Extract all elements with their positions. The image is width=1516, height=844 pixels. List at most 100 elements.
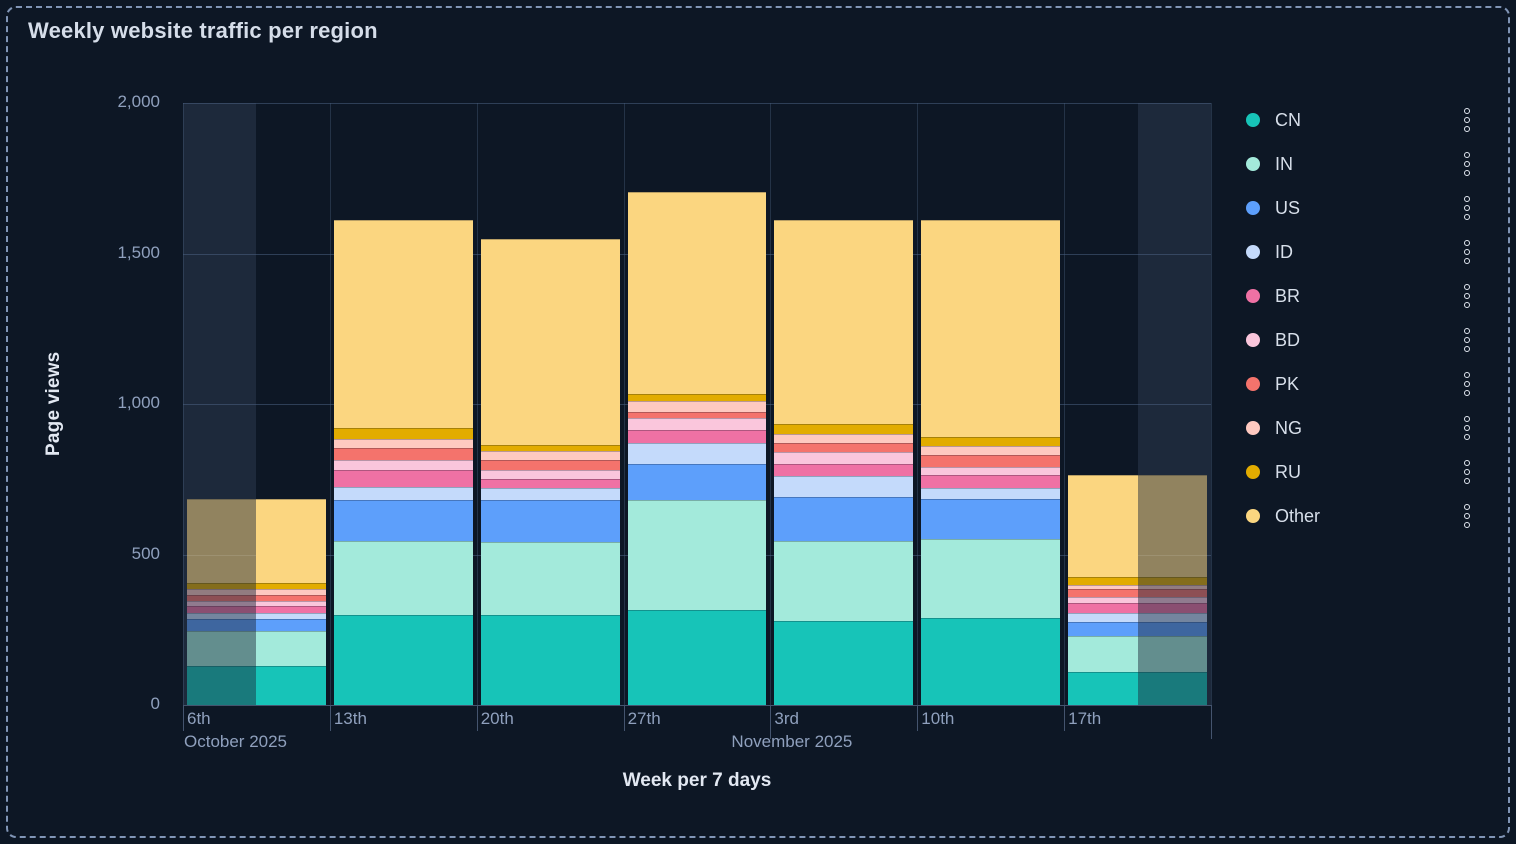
bar-segment-RU-13th[interactable] — [333, 428, 473, 439]
bar-segment-IN-6th[interactable] — [256, 631, 326, 666]
legend-item-IN[interactable]: IN — [1238, 150, 1482, 178]
bar-segment-ID-27th[interactable] — [627, 443, 767, 465]
bar-segment-IN-20th[interactable] — [480, 542, 620, 615]
bar-segment-BD-6th[interactable] — [256, 601, 326, 606]
legend-item-PK[interactable]: PK — [1238, 370, 1482, 398]
bar-segment-PK-17th[interactable] — [1068, 589, 1138, 597]
bar-segment-PK-6th[interactable] — [187, 595, 257, 602]
legend-item-BD[interactable]: BD — [1238, 326, 1482, 354]
bar-segment-US-13th[interactable] — [333, 500, 473, 541]
bar-segment-US-6th[interactable] — [256, 619, 326, 632]
bar-segment-US-27th[interactable] — [627, 464, 767, 501]
bar-segment-BD-6th[interactable] — [187, 601, 257, 606]
bar-column-13th[interactable] — [333, 220, 473, 705]
bar-segment-RU-10th[interactable] — [921, 437, 1061, 447]
bar-segment-NG-6th[interactable] — [187, 589, 257, 596]
bar-segment-CN-13th[interactable] — [333, 614, 473, 705]
bar-segment-BR-6th[interactable] — [187, 605, 257, 614]
bar-segment-NG-6th[interactable] — [256, 589, 326, 596]
bar-segment-RU-3rd[interactable] — [774, 423, 914, 435]
bar-segment-IN-17th[interactable] — [1068, 635, 1138, 672]
bar-segment-RU-20th[interactable] — [480, 444, 620, 451]
bar-segment-US-17th[interactable] — [1068, 622, 1138, 636]
legend-item-US[interactable]: US — [1238, 194, 1482, 222]
legend-options-icon[interactable] — [1458, 195, 1476, 221]
bar-segment-BR-6th[interactable] — [256, 605, 326, 614]
bar-segment-BD-3rd[interactable] — [774, 452, 914, 465]
bar-segment-PK-17th[interactable] — [1137, 589, 1207, 597]
legend-options-icon[interactable] — [1458, 239, 1476, 265]
legend-item-CN[interactable]: CN — [1238, 106, 1482, 134]
bar-segment-BD-17th[interactable] — [1137, 596, 1207, 603]
bar-segment-NG-10th[interactable] — [921, 446, 1061, 456]
bar-segment-US-20th[interactable] — [480, 500, 620, 543]
bar-segment-BD-10th[interactable] — [921, 467, 1061, 475]
bar-segment-Other-27th[interactable] — [627, 191, 767, 394]
bar-segment-IN-3rd[interactable] — [774, 540, 914, 621]
bar-segment-ID-10th[interactable] — [921, 488, 1061, 499]
bar-segment-CN-3rd[interactable] — [774, 620, 914, 705]
bar-column-20th[interactable] — [480, 238, 620, 705]
bar-segment-ID-3rd[interactable] — [774, 476, 914, 498]
bar-segment-US-17th[interactable] — [1137, 622, 1207, 636]
bar-segment-Other-13th[interactable] — [333, 220, 473, 429]
bar-column-27th[interactable] — [627, 191, 767, 705]
legend-options-icon[interactable] — [1458, 503, 1476, 529]
bar-segment-ID-17th[interactable] — [1137, 613, 1207, 623]
bar-segment-BR-27th[interactable] — [627, 429, 767, 444]
bar-column-10th[interactable] — [921, 220, 1061, 705]
bar-segment-ID-6th[interactable] — [256, 613, 326, 620]
bar-segment-Other-17th[interactable] — [1137, 474, 1207, 578]
bar-column-3rd[interactable] — [774, 220, 914, 705]
legend-options-icon[interactable] — [1458, 459, 1476, 485]
bar-segment-ID-6th[interactable] — [187, 613, 257, 620]
legend-item-NG[interactable]: NG — [1238, 414, 1482, 442]
bar-segment-Other-6th[interactable] — [187, 498, 257, 584]
bar-segment-RU-27th[interactable] — [627, 393, 767, 402]
bar-segment-BD-20th[interactable] — [480, 470, 620, 480]
bar-segment-Other-17th[interactable] — [1068, 474, 1138, 578]
bar-segment-IN-13th[interactable] — [333, 540, 473, 615]
legend-options-icon[interactable] — [1458, 283, 1476, 309]
legend-item-Other[interactable]: Other — [1238, 502, 1482, 530]
bar-segment-BR-10th[interactable] — [921, 474, 1061, 489]
bar-segment-Other-3rd[interactable] — [774, 220, 914, 424]
bar-segment-NG-27th[interactable] — [627, 401, 767, 412]
legend-item-RU[interactable]: RU — [1238, 458, 1482, 486]
bar-segment-US-3rd[interactable] — [774, 497, 914, 541]
bar-segment-ID-17th[interactable] — [1068, 613, 1138, 623]
bar-segment-CN-27th[interactable] — [627, 610, 767, 705]
bar-segment-ID-20th[interactable] — [480, 488, 620, 501]
bar-segment-CN-6th[interactable] — [256, 665, 326, 705]
bar-segment-BD-17th[interactable] — [1068, 596, 1138, 603]
bar-segment-RU-17th[interactable] — [1137, 577, 1207, 585]
bar-segment-BR-13th[interactable] — [333, 470, 473, 487]
bar-segment-US-6th[interactable] — [187, 619, 257, 632]
bar-column-17th[interactable] — [1068, 474, 1207, 705]
bar-segment-IN-10th[interactable] — [921, 539, 1061, 618]
bar-segment-RU-17th[interactable] — [1068, 577, 1138, 585]
bar-segment-BR-17th[interactable] — [1137, 602, 1207, 614]
bar-segment-BR-3rd[interactable] — [774, 464, 914, 477]
bar-segment-BD-13th[interactable] — [333, 459, 473, 471]
bar-segment-PK-27th[interactable] — [627, 411, 767, 418]
bar-segment-NG-3rd[interactable] — [774, 434, 914, 444]
bar-segment-NG-13th[interactable] — [333, 438, 473, 448]
bar-segment-NG-17th[interactable] — [1137, 584, 1207, 590]
legend-item-ID[interactable]: ID — [1238, 238, 1482, 266]
legend-options-icon[interactable] — [1458, 151, 1476, 177]
bar-segment-IN-27th[interactable] — [627, 500, 767, 611]
bar-segment-CN-6th[interactable] — [187, 665, 257, 705]
bar-segment-CN-17th[interactable] — [1137, 671, 1207, 705]
bar-column-6th[interactable] — [187, 498, 326, 705]
bar-segment-PK-10th[interactable] — [921, 455, 1061, 468]
legend-options-icon[interactable] — [1458, 107, 1476, 133]
legend-item-BR[interactable]: BR — [1238, 282, 1482, 310]
bar-segment-RU-6th[interactable] — [256, 583, 326, 590]
bar-segment-RU-6th[interactable] — [187, 583, 257, 590]
legend-options-icon[interactable] — [1458, 327, 1476, 353]
bar-segment-PK-6th[interactable] — [256, 595, 326, 602]
legend-options-icon[interactable] — [1458, 415, 1476, 441]
bar-segment-BR-20th[interactable] — [480, 479, 620, 489]
bar-segment-PK-13th[interactable] — [333, 447, 473, 460]
